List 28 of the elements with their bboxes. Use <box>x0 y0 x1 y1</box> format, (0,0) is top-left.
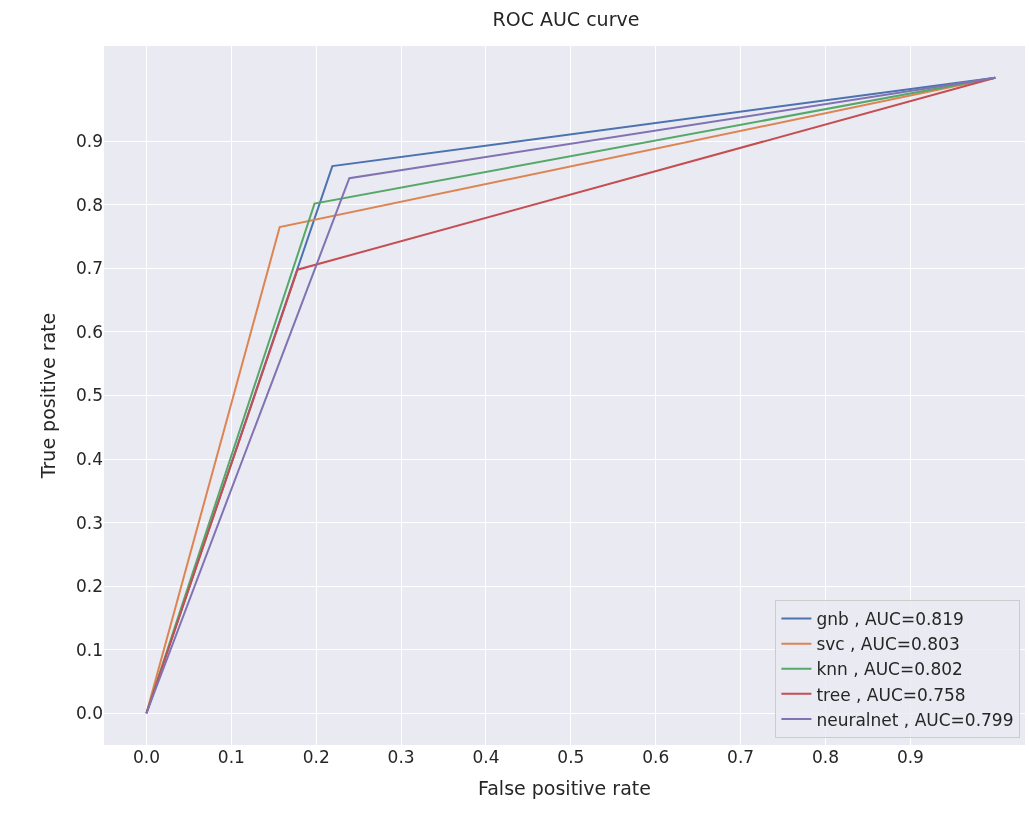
y-tick-label: 0.2 <box>75 576 103 597</box>
x-tick-label: 0.1 <box>217 747 245 767</box>
legend-label: tree , AUC=0.758 <box>816 684 966 705</box>
y-tick-label: 0.3 <box>75 512 103 533</box>
legend-label: svc , AUC=0.803 <box>816 634 960 655</box>
legend-label: gnb , AUC=0.819 <box>816 609 964 630</box>
x-tick-label: 0.7 <box>727 747 755 767</box>
x-tick-label: 0.4 <box>472 747 500 767</box>
y-tick-label: 0.4 <box>75 449 103 469</box>
y-tick-label: 0.7 <box>75 258 103 279</box>
x-tick-label: 0.8 <box>812 747 840 767</box>
x-tick-label: 0.2 <box>302 747 330 767</box>
x-tick-label: 0.9 <box>896 747 924 767</box>
x-tick-label: 0.6 <box>642 747 670 767</box>
legend-label: neuralnet , AUC=0.799 <box>816 709 1014 730</box>
chart-title: ROC AUC curve <box>492 7 640 30</box>
x-axis-title: False positive rate <box>478 776 651 799</box>
y-tick-label: 0.0 <box>75 703 103 724</box>
y-tick-label: 0.8 <box>75 194 103 215</box>
y-axis-title: True positive rate <box>36 312 59 480</box>
y-tick-label: 0.9 <box>75 131 103 152</box>
y-tick-label: 0.6 <box>75 321 103 342</box>
y-tick-label: 0.5 <box>75 385 103 406</box>
x-tick-label: 0.0 <box>132 747 160 767</box>
y-tick-label: 0.1 <box>75 639 103 660</box>
x-tick-label: 0.3 <box>387 747 415 767</box>
legend-label: knn , AUC=0.802 <box>816 659 963 680</box>
x-tick-label: 0.5 <box>557 747 585 767</box>
